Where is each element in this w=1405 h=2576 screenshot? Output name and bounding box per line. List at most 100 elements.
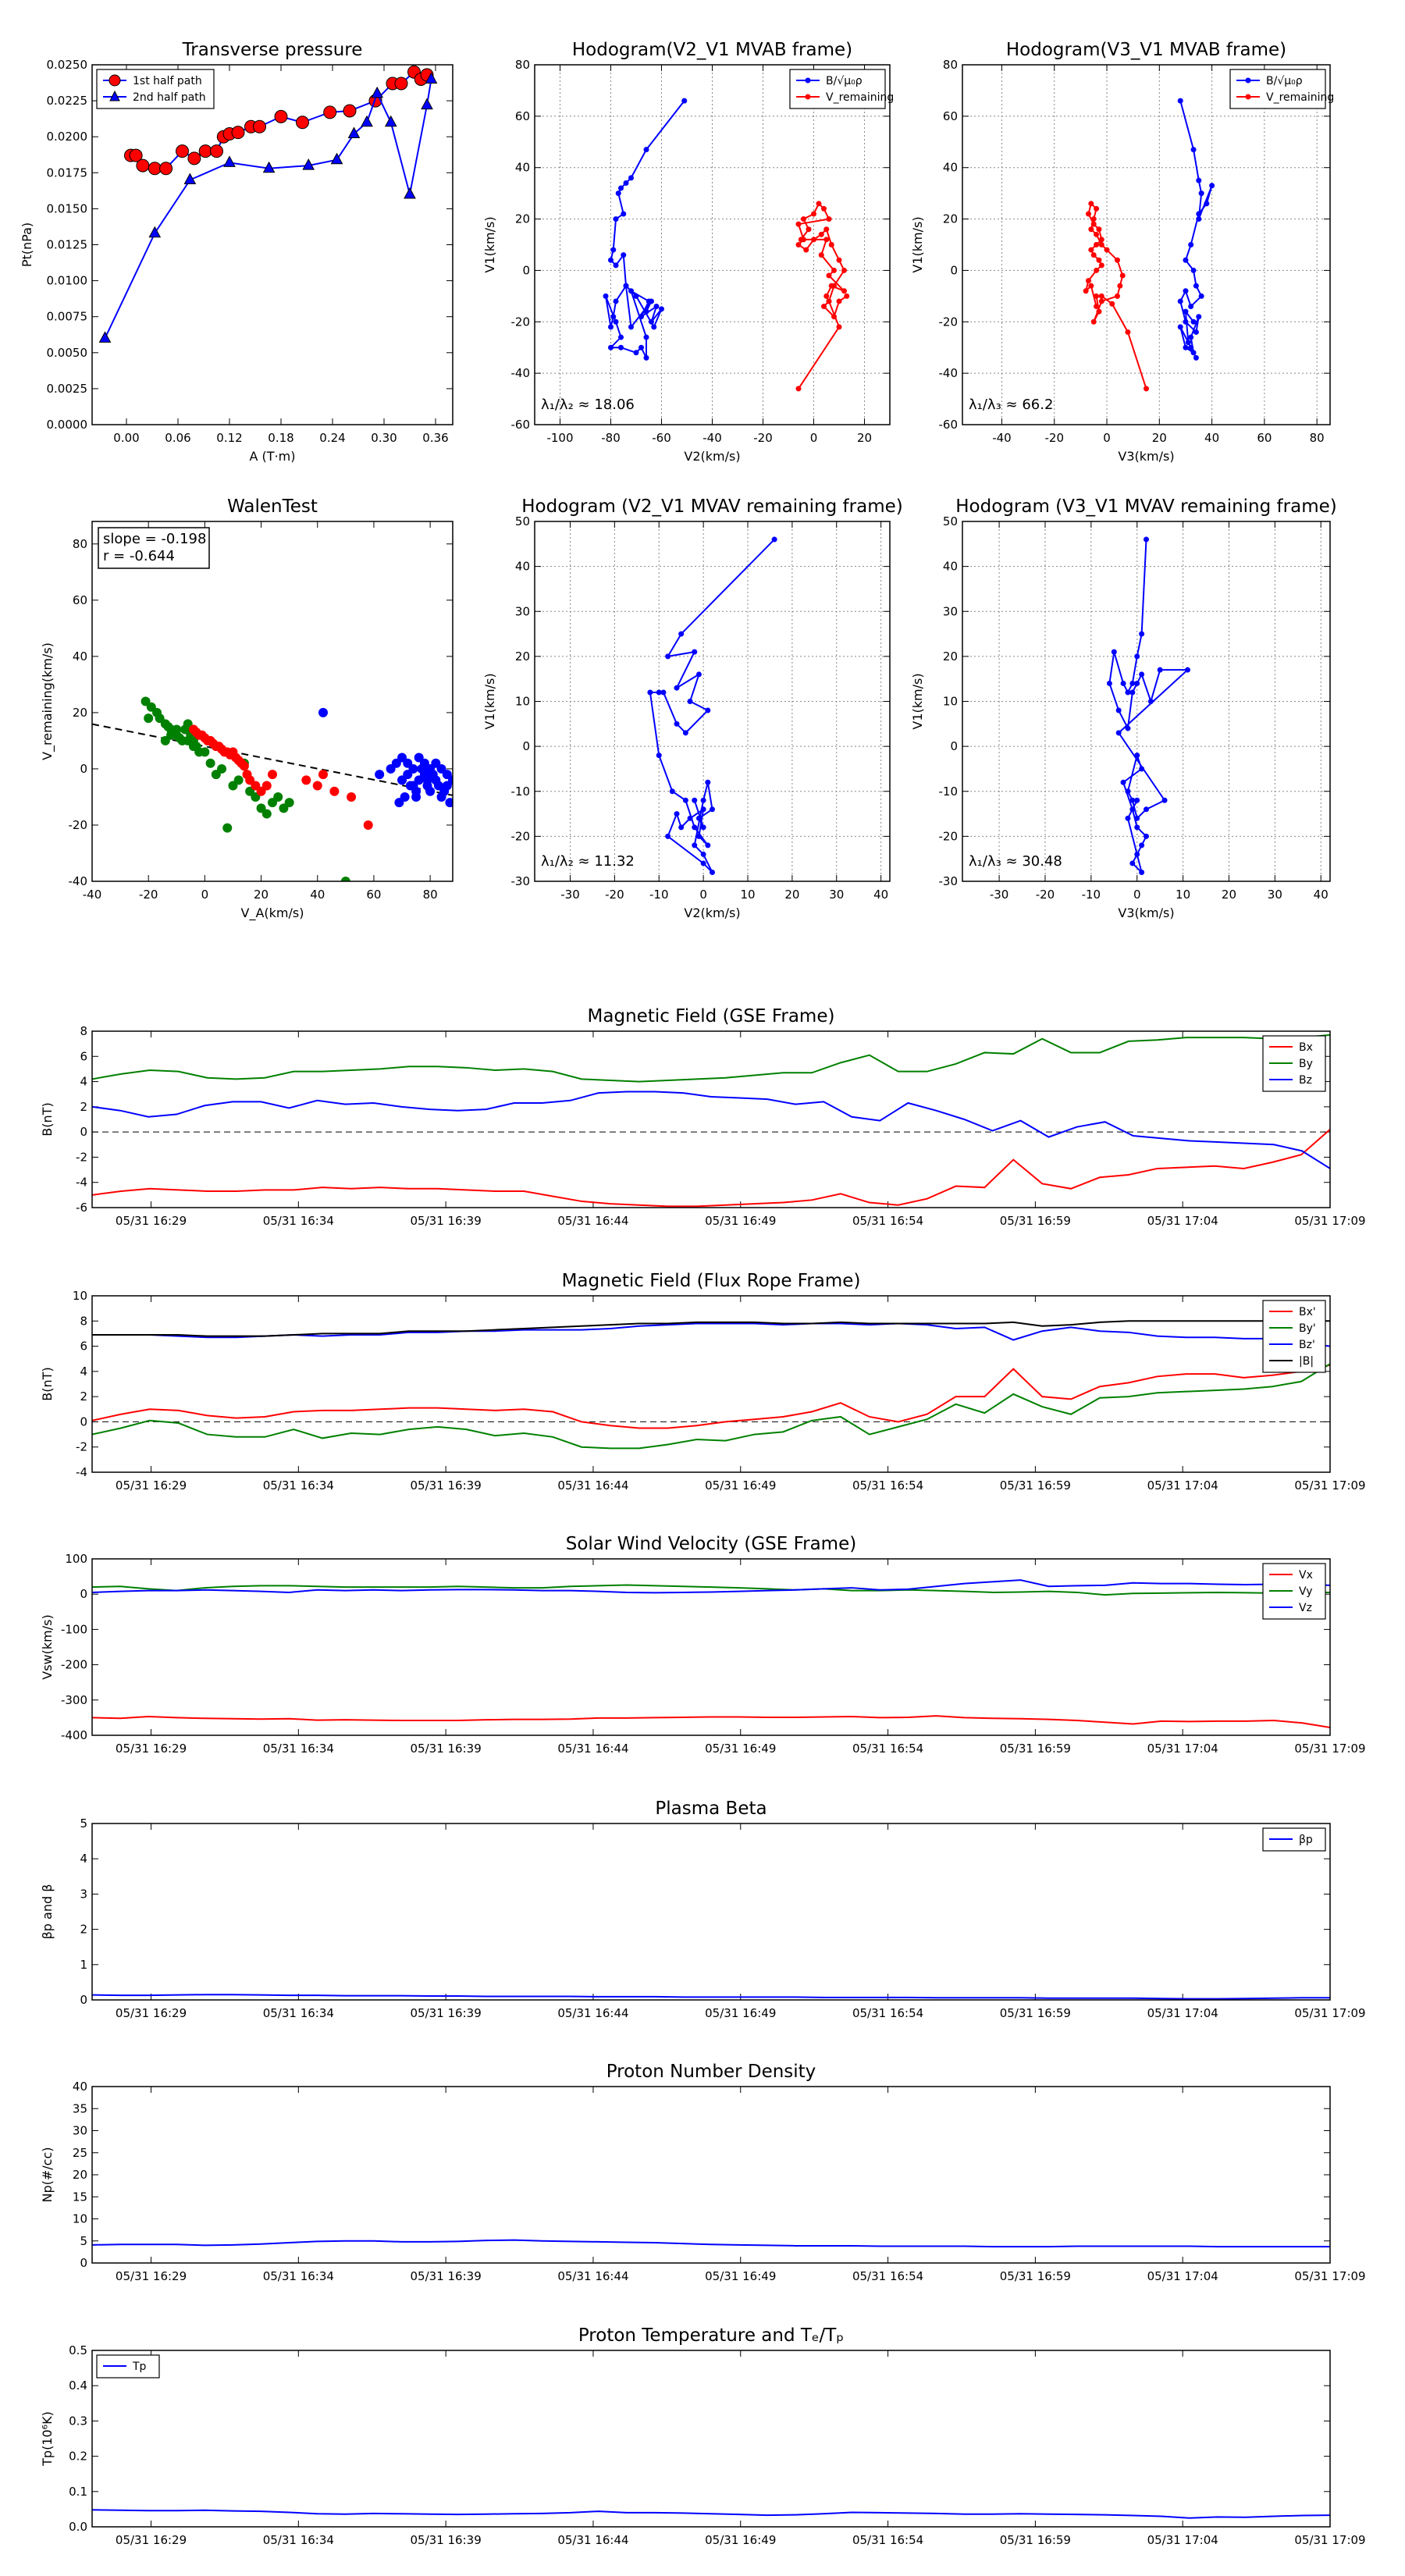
data-point [1190, 267, 1197, 273]
y-tick-label: 80 [943, 58, 958, 72]
data-point [1196, 216, 1202, 222]
x-tick-label: 0.18 [268, 431, 293, 445]
y-tick-label: 0.0050 [47, 346, 88, 360]
y-tick-label: -2 [76, 1440, 87, 1454]
data-point [795, 242, 802, 247]
data-point [618, 334, 624, 340]
y-tick-label: 4 [80, 1075, 87, 1089]
chart-title: Proton Number Density [606, 2062, 816, 2082]
series-line--p [92, 1994, 1330, 2000]
x-tick-label: 40 [873, 888, 888, 902]
y-tick-label: 0.2 [69, 2450, 87, 2464]
data-point [771, 536, 777, 543]
data-point [1096, 226, 1102, 233]
x-tick-label: -20 [753, 431, 773, 445]
x-tick-label: 05/31 17:04 [1147, 2006, 1218, 2020]
y-tick-label: 20 [943, 212, 958, 226]
y-tick-label: 20 [515, 212, 530, 226]
data-point [613, 216, 619, 222]
x-tick-label: 0.06 [165, 431, 190, 445]
x-tick-label: 05/31 17:09 [1294, 2533, 1365, 2547]
data-point [831, 267, 837, 273]
y-tick-label: 0.0125 [47, 238, 88, 252]
data-point [274, 109, 288, 123]
data-point [1184, 667, 1190, 673]
annotation-text: r = -0.644 [103, 548, 175, 564]
data-point [841, 267, 847, 273]
data-point [638, 314, 644, 320]
data-point [669, 788, 675, 795]
legend-label: Bz [1299, 1074, 1312, 1087]
data-point [844, 293, 850, 299]
data-point [821, 304, 827, 310]
annotation-text: λ₁/λ₃ ≈ 30.48 [969, 853, 1062, 870]
y-tick-label: 0 [80, 1125, 87, 1139]
x-tick-label: 40 [310, 888, 325, 902]
panel-ptemp: Proton Temperature and Tₑ/Tₚ 05/31 16:29 0… [40, 2325, 1366, 2547]
x-tick-label: 05/31 16:39 [411, 1214, 482, 1228]
data-point [618, 344, 624, 350]
data-point [1177, 98, 1183, 104]
data-point [1134, 824, 1140, 831]
data-point [262, 161, 276, 173]
data-point [200, 747, 210, 757]
data-point [394, 76, 408, 91]
panel-h1: Hodogram(V2_V1 MVAB frame) -100 -80 -60 -40 -… [482, 40, 894, 464]
data-point [608, 257, 614, 263]
annotation-text: λ₁/λ₃ ≈ 66.2 [969, 397, 1053, 413]
y-tick-label: -20 [69, 818, 88, 832]
data-point [363, 820, 373, 830]
panel-h3: Hodogram (V2_V1 MVAV remaining frame) -30… [482, 496, 903, 920]
data-point [647, 689, 653, 696]
y-axis-label: V1(km/s) [482, 673, 497, 729]
chart-title: Hodogram (V2_V1 MVAV remaining frame) [521, 496, 902, 517]
legend-label: βp [1299, 1834, 1313, 1846]
x-tick-label: 05/31 17:04 [1147, 2533, 1218, 2547]
x-tick-label: 0.30 [371, 431, 397, 445]
x-tick-label: 05/31 16:54 [852, 1742, 923, 1756]
data-point [811, 237, 816, 243]
panel-h2: Hodogram(V3_V1 MVAB frame) -40 -20 0 20 40 60 8… [910, 40, 1334, 464]
data-point [1094, 242, 1100, 247]
data-point [1129, 806, 1136, 813]
data-point [695, 815, 702, 821]
data-point [705, 779, 711, 785]
x-axis-label: V3(km/s) [1118, 449, 1174, 464]
data-point [1196, 314, 1202, 320]
y-tick-label: 0 [80, 1993, 87, 2007]
x-tick-label: 0 [810, 431, 818, 445]
data-point [1125, 815, 1131, 821]
plot-area [92, 1994, 1330, 2000]
data-point [692, 842, 698, 849]
y-tick-label: -6 [76, 1201, 87, 1215]
data-point [425, 786, 436, 796]
y-tick-label: 20 [515, 649, 530, 664]
data-point [801, 237, 806, 243]
y-tick-label: 0.0175 [47, 165, 88, 180]
data-point [795, 386, 802, 392]
data-point [613, 298, 619, 304]
y-tick-label: 0.0000 [47, 418, 88, 432]
x-tick-label: 05/31 16:59 [1000, 1742, 1071, 1756]
plot-area [603, 98, 850, 392]
data-point [656, 689, 662, 696]
y-tick-label: 40 [73, 2080, 87, 2094]
data-point [682, 797, 688, 803]
chart-title: Transverse pressure [182, 40, 363, 60]
y-tick-label: -10 [511, 785, 531, 799]
data-point [687, 699, 693, 704]
y-tick-label: 2 [80, 1100, 87, 1114]
data-point [638, 344, 644, 350]
data-point [836, 257, 842, 263]
legend-box [96, 69, 215, 109]
data-point [1134, 851, 1140, 857]
data-point [1125, 788, 1131, 795]
x-tick-label: 05/31 16:49 [705, 1742, 776, 1756]
data-point [1096, 257, 1102, 263]
data-point [695, 833, 702, 839]
y-tick-label: 35 [73, 2101, 87, 2115]
y-tick-label: 0.0250 [47, 58, 88, 72]
panel-mf: Magnetic Field (GSE Frame) 05/31 16:29 05/… [40, 1006, 1366, 1228]
x-tick-label: 05/31 17:04 [1147, 1742, 1218, 1756]
data-point [239, 761, 249, 771]
